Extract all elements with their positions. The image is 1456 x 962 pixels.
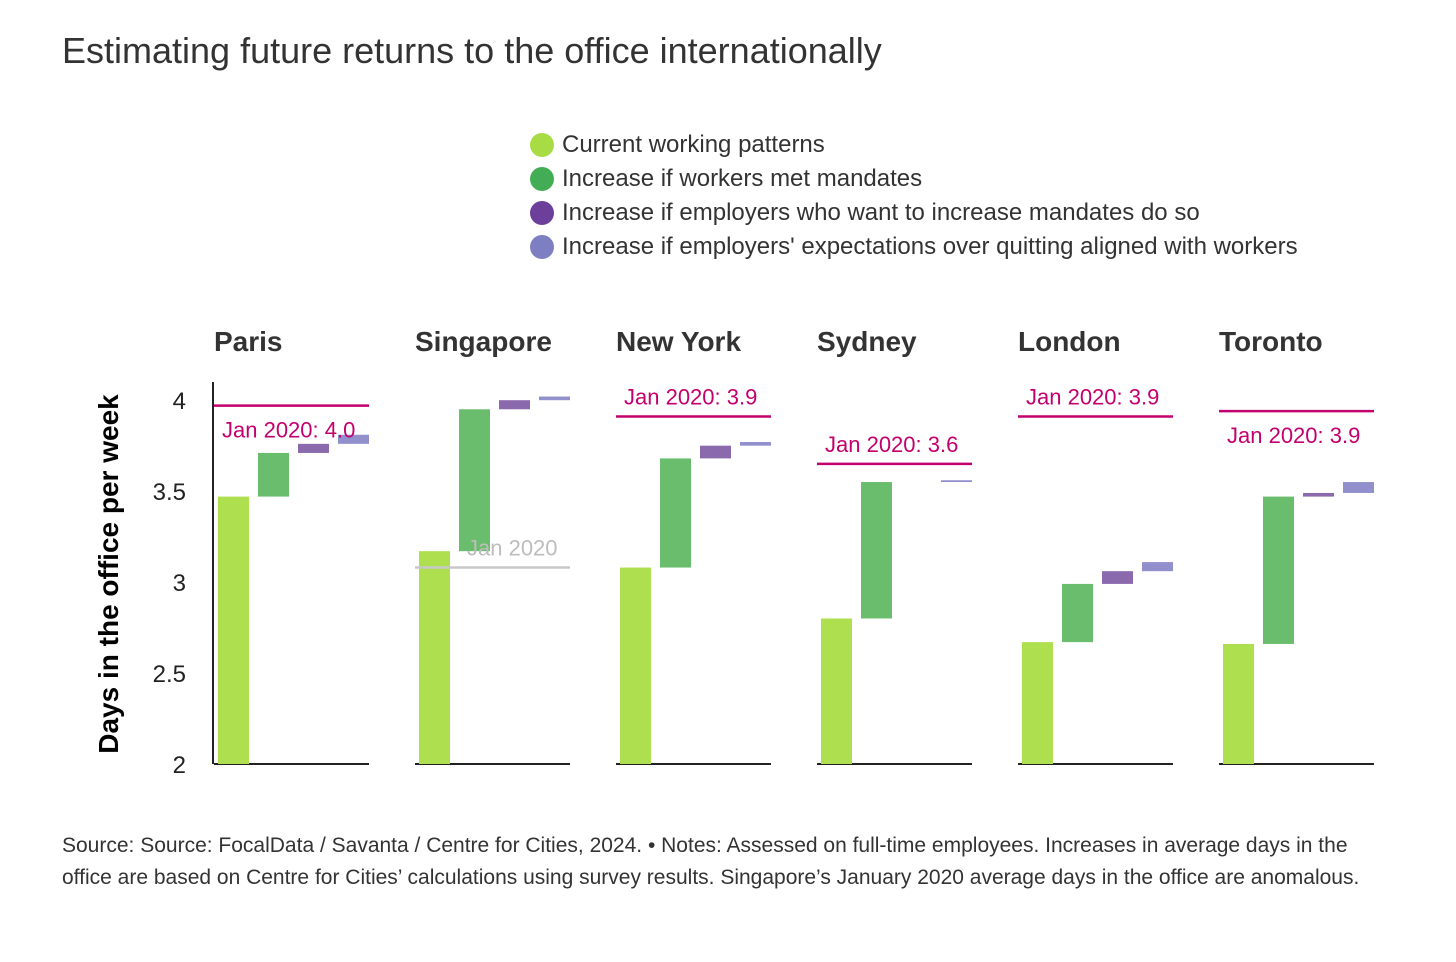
legend-item-current: Current working patterns xyxy=(530,128,1298,162)
jan2020-label: Jan 2020: 4.0 xyxy=(222,418,355,443)
jan2020-label: Jan 2020: 3.6 xyxy=(825,432,958,457)
legend-swatch-employers xyxy=(530,201,554,225)
bar-employers-expectations xyxy=(539,396,570,401)
panel-title: Singapore xyxy=(415,326,552,357)
jan2020-label: Jan 2020: 3.9 xyxy=(624,385,757,410)
jan2020-label: Jan 2020 xyxy=(467,536,558,561)
panel-title: Paris xyxy=(214,326,283,357)
y-tick-label: 2.5 xyxy=(153,661,186,688)
bar-workers-mandates xyxy=(660,458,691,568)
chart-title: Estimating future returns to the office … xyxy=(62,30,882,71)
bar-employers-expectations xyxy=(740,442,771,446)
legend-label-expectations: Increase if employers' expectations over… xyxy=(562,233,1298,260)
panel-title: New York xyxy=(616,326,741,357)
bar-workers-mandates xyxy=(459,409,490,552)
bar-employers-expectations xyxy=(338,434,369,444)
bar-employers-mandates xyxy=(700,445,731,459)
panel-title: Toronto xyxy=(1219,326,1323,357)
bar-current xyxy=(1223,643,1254,764)
bar-employers-mandates xyxy=(1102,571,1133,584)
legend-label-workers: Increase if workers met mandates xyxy=(562,165,923,192)
bar-employers-mandates xyxy=(499,400,530,410)
y-tick-label: 2 xyxy=(173,752,186,779)
legend-swatch-expectations xyxy=(530,235,554,259)
y-tick-label: 3.5 xyxy=(153,479,186,506)
bar-current xyxy=(1022,642,1053,764)
y-tick-label: 4 xyxy=(173,388,186,415)
source-note: Source: Source: FocalData / Savanta / Ce… xyxy=(62,834,1360,889)
bar-workers-mandates xyxy=(1263,496,1294,644)
bar-employers-mandates xyxy=(1303,492,1334,497)
legend-swatch-workers xyxy=(530,167,554,191)
bar-workers-mandates xyxy=(1062,583,1093,643)
legend-item-workers: Increase if workers met mandates xyxy=(530,162,1298,196)
bar-current xyxy=(218,496,249,764)
legend-item-expectations: Increase if employers' expectations over… xyxy=(530,230,1298,264)
bar-workers-mandates xyxy=(861,482,892,619)
y-axis-title: Days in the office per week xyxy=(93,394,124,754)
panel-title: London xyxy=(1018,326,1121,357)
bar-current xyxy=(419,551,450,764)
legend: Current working patterns Increase if wor… xyxy=(530,128,1298,264)
legend-item-employers: Increase if employers who want to increa… xyxy=(530,196,1298,230)
bar-employers-expectations xyxy=(1343,482,1374,493)
jan2020-label: Jan 2020: 3.9 xyxy=(1026,385,1159,410)
panel-title: Sydney xyxy=(817,326,917,357)
legend-label-employers: Increase if employers who want to increa… xyxy=(562,199,1200,226)
legend-label-current: Current working patterns xyxy=(562,131,825,158)
legend-swatch-current xyxy=(530,133,554,157)
bar-employers-mandates xyxy=(298,443,329,453)
bar-workers-mandates xyxy=(258,452,289,497)
bar-employers-expectations xyxy=(941,480,972,483)
y-tick-label: 3 xyxy=(173,570,186,597)
bar-current xyxy=(620,567,651,764)
bar-employers-expectations xyxy=(1142,562,1173,572)
jan2020-label: Jan 2020: 3.9 xyxy=(1227,423,1360,448)
bar-current xyxy=(821,618,852,764)
